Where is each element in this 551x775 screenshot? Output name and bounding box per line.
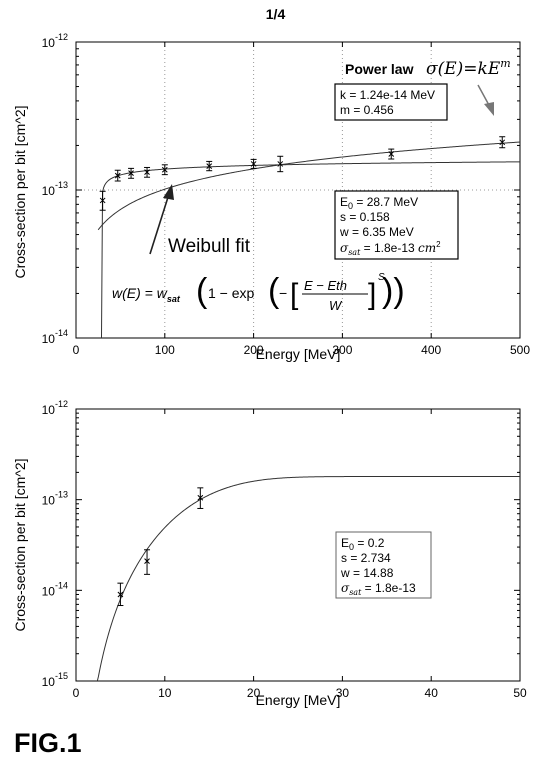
x-tick-label: 20 bbox=[247, 686, 261, 700]
chart-top-weibull-powerlaw: 0 100 200 300 400 500 10-14 10-13 10-12 Cross-se… bbox=[12, 32, 531, 362]
param-k: k = 1.24e-14 MeV bbox=[340, 88, 435, 102]
data-point bbox=[277, 155, 284, 173]
x-tick-label: 400 bbox=[421, 343, 441, 357]
marker bbox=[499, 139, 506, 146]
marker bbox=[388, 151, 395, 157]
weibull-formula: w(E) = wsat ( 1 − exp ( − [ E − Eth W ] … bbox=[112, 272, 405, 313]
fit-curves bbox=[97, 141, 521, 339]
svg-text:E − Eth: E − Eth bbox=[304, 278, 347, 293]
x-tick-label: 300 bbox=[332, 343, 352, 357]
svg-text:−: − bbox=[279, 285, 287, 301]
x-tick-label: 50 bbox=[513, 686, 527, 700]
data-point bbox=[161, 164, 168, 176]
svg-text:1 − exp: 1 − exp bbox=[208, 285, 255, 301]
param-s: s = 0.158 bbox=[340, 210, 390, 224]
data-points bbox=[99, 136, 506, 211]
grid-lines bbox=[76, 42, 520, 338]
svg-text:]: ] bbox=[368, 278, 376, 311]
marker bbox=[161, 166, 168, 173]
page-number: 1/4 bbox=[265, 6, 286, 22]
x-axis-label: Energy [MeV] bbox=[256, 346, 341, 362]
power-law-formula: σ(E)=kEm bbox=[426, 57, 511, 79]
x-tick-label: 200 bbox=[244, 343, 264, 357]
data-point bbox=[128, 167, 135, 179]
svg-text:)): )) bbox=[382, 272, 405, 310]
x-tick-label: 100 bbox=[155, 343, 175, 357]
marker bbox=[114, 172, 121, 179]
data-point bbox=[206, 160, 213, 172]
param-sat: σsat = 1.8e-13 bbox=[341, 581, 416, 597]
x-tick-label: 0 bbox=[73, 343, 80, 357]
y-tick-label: 10-14 bbox=[42, 328, 68, 346]
data-points bbox=[117, 487, 204, 607]
marker bbox=[144, 558, 150, 564]
power-law-params-box: k = 1.24e-14 MeV m = 0.456 bbox=[334, 83, 448, 121]
data-point bbox=[499, 136, 506, 149]
y-tick-label: 10-13 bbox=[42, 180, 68, 198]
x-tick-label: 40 bbox=[425, 686, 439, 700]
y-tick-label: 10-14 bbox=[42, 580, 68, 598]
power-law-label: Power law bbox=[345, 61, 414, 77]
param-e0: E0 = 0.2 bbox=[341, 536, 385, 552]
svg-text:(: ( bbox=[196, 272, 208, 310]
data-point bbox=[114, 169, 121, 182]
y-tick-label: 10-12 bbox=[42, 32, 68, 50]
x-tick-label: 10 bbox=[158, 686, 172, 700]
svg-text:[: [ bbox=[290, 278, 299, 311]
data-point bbox=[144, 166, 151, 178]
x-tick-label: 500 bbox=[510, 343, 530, 357]
marker bbox=[197, 494, 204, 501]
chart-bottom-weibull: 0 10 20 30 40 50 10-15 10-14 10-13 10-12 Cross-se… bbox=[12, 399, 527, 708]
y-axis-label: Cross-section per bit [cm^2] bbox=[12, 105, 28, 278]
data-point bbox=[388, 148, 395, 160]
data-point bbox=[144, 549, 151, 575]
y-tick-label: 10-12 bbox=[42, 399, 68, 417]
y-axis-label: Cross-section per bit [cm^2] bbox=[12, 458, 28, 631]
x-tick-label: 30 bbox=[336, 686, 350, 700]
param-e0: E0 = 28.7 MeV bbox=[340, 195, 418, 211]
y-tick-label: 10-13 bbox=[42, 490, 68, 508]
svg-text:(: ( bbox=[268, 272, 280, 310]
marker bbox=[144, 169, 150, 176]
weibull-params-box: E0 = 28.7 MeV s = 0.158 w = 6.35 MeV σsa… bbox=[334, 190, 459, 260]
marker bbox=[117, 591, 124, 598]
plot-frame bbox=[75, 408, 521, 682]
x-axis-label: Energy [MeV] bbox=[256, 692, 341, 708]
marker bbox=[99, 197, 106, 204]
marker bbox=[250, 161, 257, 167]
axis-ticks: 0 10 20 30 40 50 10-15 10-14 10-13 10-12 bbox=[42, 399, 527, 700]
weibull-fit-curve bbox=[96, 476, 520, 682]
param-m: m = 0.456 bbox=[340, 103, 394, 117]
figure-label: FIG.1 bbox=[14, 728, 82, 758]
data-point bbox=[250, 158, 257, 169]
marker bbox=[128, 170, 134, 176]
param-w: w = 6.35 MeV bbox=[339, 225, 414, 239]
weibull-params-box: E0 = 0.2 s = 2.734 w = 14.88 σsat = 1.8e… bbox=[335, 531, 432, 599]
y-tick-label: 10-15 bbox=[42, 671, 68, 689]
fit-curves bbox=[96, 476, 520, 682]
marker bbox=[206, 163, 213, 169]
weibull-fit-curve bbox=[100, 161, 521, 339]
svg-text:W: W bbox=[329, 298, 343, 313]
param-s: s = 2.734 bbox=[341, 551, 391, 565]
weibull-label: Weibull fit bbox=[168, 236, 251, 257]
x-tick-label: 0 bbox=[73, 686, 80, 700]
svg-text:w(E) = wsat: w(E) = wsat bbox=[112, 285, 181, 304]
param-w: w = 14.88 bbox=[340, 566, 394, 580]
svg-text:S: S bbox=[378, 272, 385, 283]
marker bbox=[277, 161, 284, 167]
powerlaw-fit-curve bbox=[97, 141, 521, 231]
data-point bbox=[117, 582, 124, 607]
power-law-annotation: Power law σ(E)=kEm bbox=[345, 57, 511, 116]
axis-ticks: 0 100 200 300 400 500 10-14 10-13 10-12 bbox=[42, 32, 531, 357]
data-point bbox=[197, 487, 204, 509]
param-sat: σsat = 1.8e-13 cm2 bbox=[340, 240, 441, 257]
data-point bbox=[99, 190, 106, 211]
weibull-annotation: Weibull fit bbox=[149, 184, 251, 257]
